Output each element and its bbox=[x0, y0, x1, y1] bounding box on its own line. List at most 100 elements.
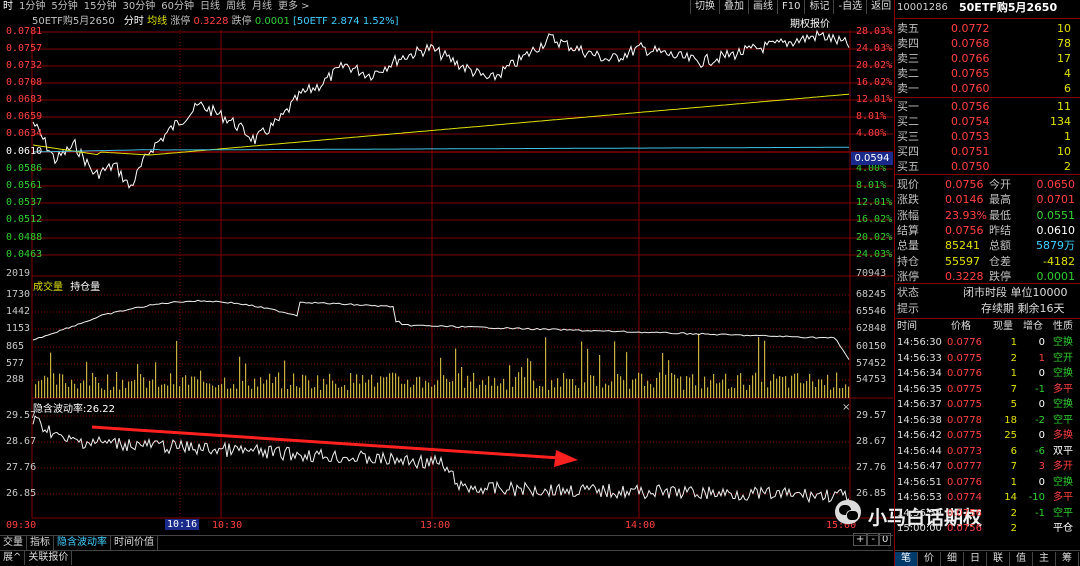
ask-row: 卖三 0.0766 17 bbox=[897, 51, 1077, 67]
volume-bar bbox=[47, 377, 49, 398]
time-label-1030: 10:30 bbox=[212, 520, 243, 531]
period-more-button[interactable]: 更多 > bbox=[277, 1, 310, 12]
tab-implied-vol[interactable]: 隐含波动率 bbox=[54, 536, 111, 550]
volume-bar bbox=[65, 383, 67, 398]
pct-tick-label: 12.01% bbox=[856, 197, 893, 208]
volume-bar bbox=[701, 388, 703, 398]
tool-buttons: 切换 叠加 画线 F10 标记 -自选 返回 bbox=[690, 0, 895, 14]
volume-bar bbox=[650, 383, 652, 398]
period-tab-week[interactable]: 周线 bbox=[225, 1, 246, 12]
period-tab-30min[interactable]: 30分钟 bbox=[122, 1, 156, 12]
bid-row: 买二 0.0754 134 bbox=[897, 114, 1077, 130]
volume-bar bbox=[779, 376, 781, 398]
pct-tick-label: 20.02% bbox=[856, 60, 893, 71]
trade-time: 14:56:59 bbox=[897, 507, 942, 519]
volume-bar bbox=[233, 384, 235, 398]
ask-price: 0.0765 bbox=[951, 67, 990, 80]
volume-bar bbox=[662, 352, 664, 398]
volume-bar bbox=[518, 372, 520, 398]
back-button[interactable]: 返回 bbox=[866, 0, 895, 14]
tab-volume[interactable]: 交量 bbox=[0, 536, 27, 550]
pct-tick-label: 4.00% bbox=[856, 163, 887, 174]
volume-bar bbox=[434, 384, 436, 398]
trade-price: 0.0773 bbox=[947, 445, 982, 457]
contract-name: 50ETF购5月2650 bbox=[32, 16, 115, 27]
time-label-close: 15:00 bbox=[826, 520, 857, 531]
volume-bar bbox=[368, 379, 370, 398]
quote-panel: 10001286 50ETF购5月2650 卖五 0.0772 10 卖四 0.0768… bbox=[894, 0, 1080, 566]
pct-tick-label: 8.01% bbox=[856, 180, 887, 191]
volume-bar bbox=[539, 386, 541, 398]
tab-indicator[interactable]: 指标 bbox=[27, 536, 54, 550]
tab-time-value[interactable]: 时间价值 bbox=[111, 536, 158, 550]
switch-button[interactable]: 切换 bbox=[690, 0, 719, 14]
volume-bar bbox=[92, 372, 94, 398]
quote-tab[interactable]: 价 bbox=[918, 552, 941, 566]
price-tick-label: 0.0537 bbox=[6, 197, 43, 208]
quote-tab[interactable]: 筹 bbox=[1056, 552, 1079, 566]
volume-bar bbox=[254, 378, 256, 398]
volume-bar bbox=[191, 376, 193, 398]
volume-bar bbox=[635, 378, 637, 398]
zoom-out-button[interactable]: - bbox=[867, 533, 879, 546]
volume-bar bbox=[347, 389, 349, 398]
volume-bar bbox=[437, 380, 439, 398]
trade-price: 0.0775 bbox=[947, 399, 982, 410]
expand-button[interactable]: 展^ bbox=[0, 551, 26, 565]
quote-tab[interactable]: 笔 bbox=[895, 552, 918, 566]
volume-bar bbox=[314, 387, 316, 398]
volume-bar bbox=[440, 357, 442, 398]
ask-label: 卖五 bbox=[897, 22, 919, 35]
trade-oi-change: -6 bbox=[1035, 445, 1045, 457]
volume-bar bbox=[296, 386, 298, 398]
stat-value: 0.0756 bbox=[945, 178, 984, 191]
quote-tab[interactable]: 日 bbox=[964, 552, 987, 566]
quote-tab[interactable]: 值 bbox=[1010, 552, 1033, 566]
period-tab-day[interactable]: 日线 bbox=[199, 1, 220, 12]
volume-bar bbox=[131, 381, 133, 398]
volume-bar bbox=[560, 386, 562, 398]
f10-button[interactable]: F10 bbox=[777, 0, 804, 14]
time-label-1300: 13:00 bbox=[420, 520, 451, 531]
quote-tab[interactable]: 联 bbox=[987, 552, 1010, 566]
volume-tick-label: 1730 bbox=[6, 289, 31, 300]
trade-price: 0.0756 bbox=[947, 523, 982, 534]
price-tick-label: 0.0781 bbox=[6, 26, 43, 37]
oi-tick-label: 62848 bbox=[856, 323, 887, 334]
volume-bar bbox=[557, 378, 559, 398]
reset-zoom-button[interactable]: 0 bbox=[879, 533, 892, 546]
pct-tick-label: 24.03% bbox=[856, 249, 893, 260]
period-tab-1min[interactable]: 1分钟 bbox=[19, 1, 46, 12]
period-tab-intraday[interactable]: 时 bbox=[3, 1, 13, 12]
overlay-button[interactable]: 叠加 bbox=[719, 0, 748, 14]
tab-related-quotes[interactable]: 关联报价 bbox=[25, 551, 73, 565]
trade-volume: 1 bbox=[1010, 368, 1017, 379]
stat-value: 0.0650 bbox=[1036, 178, 1076, 191]
trade-row: 14:56:42 0.0775 25 0 多换 bbox=[897, 428, 1079, 444]
period-tab-5min[interactable]: 5分钟 bbox=[51, 1, 78, 12]
volume-bar bbox=[116, 372, 118, 398]
pct-tick-label: 28.03% bbox=[856, 26, 893, 37]
volume-bar bbox=[200, 370, 202, 398]
period-tab-15min[interactable]: 15分钟 bbox=[83, 1, 117, 12]
volume-bar bbox=[218, 385, 220, 398]
volume-bar bbox=[698, 333, 700, 398]
zoom-in-button[interactable]: + bbox=[853, 533, 868, 546]
remove-watchlist-button[interactable]: -自选 bbox=[833, 0, 866, 14]
trade-type: 多换 bbox=[1053, 430, 1073, 441]
period-tab-60min[interactable]: 60分钟 bbox=[161, 1, 194, 12]
volume-bar bbox=[572, 379, 574, 398]
period-tab-month[interactable]: 月线 bbox=[251, 1, 272, 12]
volume-bar bbox=[533, 380, 535, 398]
stat-label: 仓差 bbox=[989, 254, 1011, 268]
avg-line-label: 均线 bbox=[147, 16, 168, 27]
ask-row: 卖二 0.0765 4 bbox=[897, 66, 1077, 82]
quote-tab[interactable]: 主 bbox=[1033, 552, 1056, 566]
close-panel-icon[interactable]: × bbox=[842, 402, 851, 413]
volume-bar bbox=[788, 387, 790, 398]
volume-bar bbox=[821, 379, 823, 398]
quote-tab[interactable]: 细 bbox=[941, 552, 964, 566]
draw-line-button[interactable]: 画线 bbox=[748, 0, 777, 14]
mark-button[interactable]: 标记 bbox=[804, 0, 833, 14]
option-quote-button[interactable]: 期权报价 bbox=[790, 19, 830, 30]
